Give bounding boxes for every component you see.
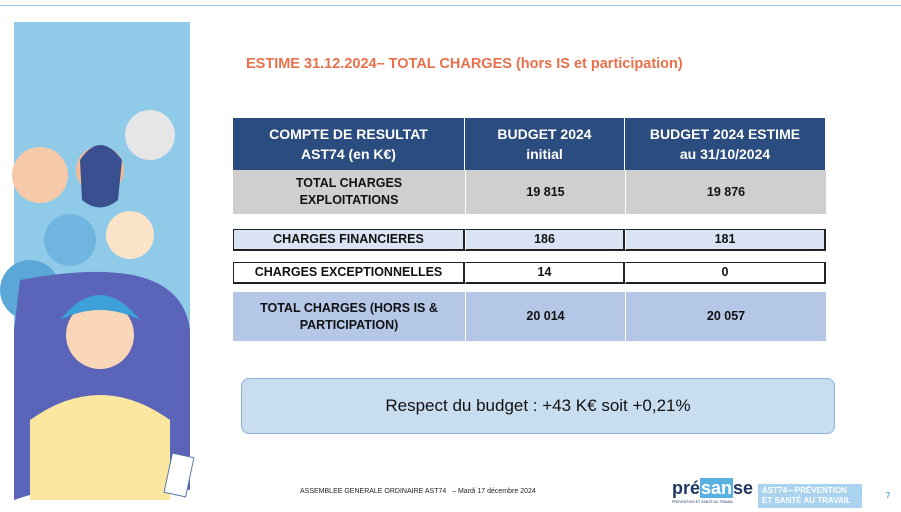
logo-part: pré <box>672 478 701 498</box>
ast74-logo: AST74—PRÉVENTION ET SANTÉ AU TRAVAIL <box>758 484 862 508</box>
table-cell: 20 014 <box>465 292 625 341</box>
header-cell: BUDGET 2024 initial <box>465 118 625 170</box>
table-cell: TOTAL CHARGES (HORS IS & PARTICIPATION) <box>233 292 465 341</box>
cell-line: 20 057 <box>706 309 746 323</box>
table-cell: 181 <box>625 229 826 251</box>
table-cell: 20 057 <box>625 292 826 341</box>
cell-line: BUDGET 2024 ESTIME <box>649 126 801 142</box>
header-cell: COMPTE DE RESULTAT AST74 (en K€) <box>233 118 465 170</box>
header-cell: BUDGET 2024 ESTIME au 31/10/2024 <box>625 118 826 170</box>
footer-text: ASSEMBLEE GENERALE ORDINAIRE AST74 – Mar… <box>300 488 536 495</box>
cell-line: AST74 (en K€) <box>301 146 396 162</box>
cell-line: CHARGES EXCEPTIONNELLES <box>254 265 443 279</box>
illustration <box>0 22 195 500</box>
cell-line: 0 <box>721 265 729 279</box>
cell-line: CHARGES FINANCIERES <box>273 232 424 246</box>
table-cell: 19 815 <box>465 170 625 214</box>
table-cell: TOTAL CHARGES EXPLOITATIONS <box>233 170 465 214</box>
logo-line: ET SANTÉ AU TRAVAIL <box>762 496 851 505</box>
cell-line: 14 <box>537 265 552 279</box>
cell-line: au 31/10/2024 <box>679 146 771 162</box>
table-cell: 19 876 <box>625 170 826 214</box>
logo-part: se <box>733 478 754 498</box>
cell-line: 19 815 <box>526 184 565 199</box>
cell-line: 181 <box>714 232 736 246</box>
presanse-logo: présanse <box>672 478 753 499</box>
table-cell: 14 <box>465 262 625 284</box>
top-rule <box>0 5 901 6</box>
callout: Respect du budget : +43 K€ soit +0,21% <box>241 378 835 434</box>
cell-line: BUDGET 2024 <box>497 126 592 142</box>
cell-line: 20 014 <box>526 309 565 323</box>
cell-line: initial <box>526 146 563 162</box>
cell-line: EXPLOITATIONS <box>299 193 399 207</box>
presanse-sub: PRÉVENTION ET SANTÉ AU TRAVAIL <box>672 500 734 504</box>
cell-line: 186 <box>534 232 555 246</box>
cell-line: TOTAL CHARGES (HORS IS & <box>260 300 438 315</box>
cell-line: 19 876 <box>706 184 746 199</box>
logo-line: AST74—PRÉVENTION <box>762 486 847 495</box>
table-cell: 186 <box>465 229 625 251</box>
table-cell: CHARGES FINANCIERES <box>233 229 465 251</box>
cell-line: PARTICIPATION) <box>299 317 399 332</box>
table-cell: CHARGES EXCEPTIONNELLES <box>233 262 465 284</box>
logo-part: san <box>700 478 734 498</box>
slide-title: ESTIME 31.12.2024– TOTAL CHARGES (hors I… <box>246 56 683 72</box>
cell-line: COMPTE DE RESULTAT <box>269 126 428 142</box>
table-cell: 0 <box>625 262 826 284</box>
page-number: 7 <box>886 491 891 500</box>
cell-line: TOTAL CHARGES <box>295 176 403 190</box>
